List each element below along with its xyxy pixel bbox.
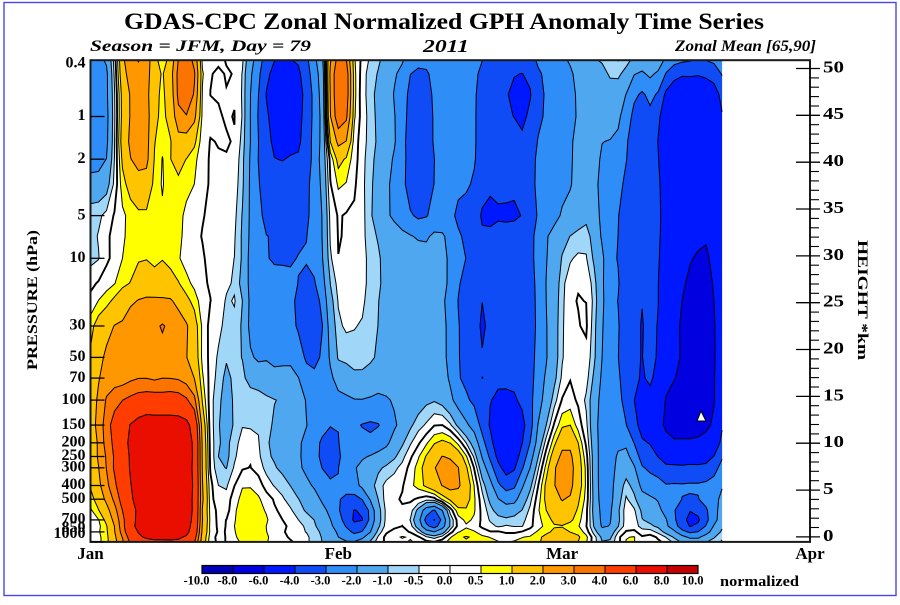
svg-text:1.0: 1.0	[499, 574, 515, 588]
svg-text:200: 200	[62, 433, 86, 450]
svg-text:2: 2	[78, 150, 86, 167]
svg-text:Apr: Apr	[795, 544, 825, 563]
svg-text:3.0: 3.0	[561, 574, 577, 588]
svg-text:-4.0: -4.0	[280, 574, 300, 588]
svg-text:35: 35	[823, 198, 844, 217]
svg-text:GDAS-CPC Zonal Normalized GPH: GDAS-CPC Zonal Normalized GPH Anomaly Ti…	[124, 9, 764, 34]
svg-text:-2.0: -2.0	[342, 574, 362, 588]
svg-text:-6.0: -6.0	[249, 574, 269, 588]
svg-text:normalized: normalized	[720, 574, 799, 590]
svg-text:Mar: Mar	[546, 544, 579, 563]
svg-text:Jan: Jan	[77, 544, 104, 563]
svg-text:PRESSURE (hPa): PRESSURE (hPa)	[25, 230, 41, 370]
svg-text:400: 400	[62, 476, 86, 493]
svg-text:50: 50	[70, 348, 86, 365]
svg-text:0.5: 0.5	[468, 574, 484, 588]
svg-text:Feb: Feb	[325, 544, 352, 563]
svg-text:1: 1	[78, 107, 86, 124]
svg-text:700: 700	[62, 511, 86, 528]
svg-text:2.0: 2.0	[530, 574, 546, 588]
svg-text:5: 5	[823, 479, 834, 498]
svg-text:850: 850	[62, 519, 86, 536]
svg-text:10: 10	[70, 249, 86, 266]
svg-text:HEIGHT *km: HEIGHT *km	[854, 240, 870, 361]
svg-text:10.0: 10.0	[682, 574, 704, 588]
svg-text:30: 30	[70, 317, 86, 334]
svg-text:15: 15	[823, 385, 844, 404]
svg-text:500: 500	[62, 490, 86, 507]
svg-text:45: 45	[823, 104, 844, 123]
svg-text:40: 40	[823, 151, 844, 170]
svg-text:-10.0: -10.0	[183, 574, 209, 588]
svg-text:-1.0: -1.0	[373, 574, 393, 588]
svg-text:5: 5	[78, 206, 86, 223]
svg-text:150: 150	[62, 416, 86, 433]
svg-text:4.0: 4.0	[592, 574, 608, 588]
svg-text:-0.5: -0.5	[404, 574, 424, 588]
svg-text:70: 70	[70, 369, 86, 386]
svg-text:50: 50	[823, 57, 844, 76]
svg-text:-8.0: -8.0	[218, 574, 238, 588]
svg-text:100: 100	[62, 391, 86, 408]
svg-text:1000: 1000	[54, 525, 86, 542]
svg-text:6.0: 6.0	[623, 574, 639, 588]
svg-text:0.4: 0.4	[66, 55, 86, 72]
svg-text:250: 250	[62, 447, 86, 464]
svg-text:25: 25	[823, 292, 844, 311]
svg-text:2011: 2011	[422, 36, 469, 56]
svg-text:0: 0	[823, 526, 834, 545]
svg-text:300: 300	[62, 458, 86, 475]
svg-text:20: 20	[823, 338, 844, 357]
svg-text:8.0: 8.0	[654, 574, 670, 588]
svg-text:Zonal Mean [65,90]: Zonal Mean [65,90]	[674, 38, 816, 55]
svg-text:0.0: 0.0	[437, 574, 453, 588]
svg-text:-3.0: -3.0	[311, 574, 331, 588]
svg-text:Season = JFM, Day = 79: Season = JFM, Day = 79	[90, 38, 311, 55]
svg-text:10: 10	[823, 432, 844, 451]
svg-text:30: 30	[823, 245, 844, 264]
